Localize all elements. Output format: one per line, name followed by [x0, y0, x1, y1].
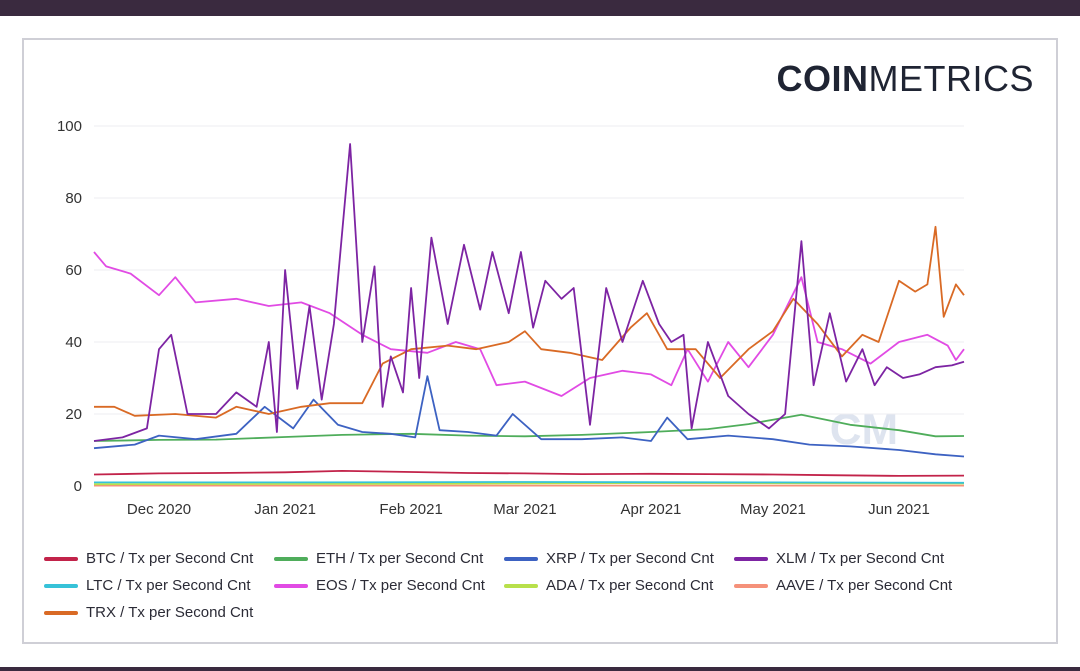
series-line-xlm	[93, 143, 965, 442]
x-tick-label: Feb 2021	[379, 501, 442, 518]
legend-swatch	[44, 556, 78, 561]
screenshot-canvas: COINMETRICS CM 0 20 40 60 80 100 Dec 2020 Jan 20…	[0, 16, 1080, 667]
chart-legend: BTC / Tx per Second Cnt ETH / Tx per Seco…	[44, 550, 1034, 621]
legend-label: ETH / Tx per Second Cnt	[316, 550, 484, 567]
y-tick-label: 40	[65, 334, 82, 351]
coinmetrics-logo: COINMETRICS	[777, 58, 1035, 100]
legend-item-eth[interactable]: ETH / Tx per Second Cnt	[274, 550, 504, 567]
legend-label: BTC / Tx per Second Cnt	[86, 550, 254, 567]
legend-label: ADA / Tx per Second Cnt	[546, 577, 714, 594]
y-tick-label: 100	[57, 118, 82, 135]
legend-label: TRX / Tx per Second Cnt	[86, 604, 254, 621]
legend-item-ada[interactable]: ADA / Tx per Second Cnt	[504, 577, 734, 594]
legend-swatch	[274, 583, 308, 588]
x-tick-label: Dec 2020	[127, 501, 191, 518]
legend-item-eos[interactable]: EOS / Tx per Second Cnt	[274, 577, 504, 594]
legend-swatch	[44, 610, 78, 615]
x-tick-label: Jun 2021	[868, 501, 930, 518]
legend-label: AAVE / Tx per Second Cnt	[776, 577, 953, 594]
series-line-btc	[93, 470, 965, 477]
x-tick-label: May 2021	[740, 501, 806, 518]
legend-swatch	[734, 556, 768, 561]
series-line-trx	[94, 225, 965, 419]
legend-swatch	[504, 583, 538, 588]
y-tick-label: 60	[65, 262, 82, 279]
y-tick-label: 0	[74, 478, 82, 495]
legend-swatch	[44, 583, 78, 588]
legend-label: EOS / Tx per Second Cnt	[316, 577, 485, 594]
top-window-bar	[0, 0, 1080, 16]
chart-card: COINMETRICS CM 0 20 40 60 80 100 Dec 2020 Jan 20…	[22, 38, 1058, 644]
legend-swatch	[734, 583, 768, 588]
x-tick-label: Mar 2021	[493, 501, 556, 518]
legend-item-xlm[interactable]: XLM / Tx per Second Cnt	[734, 550, 994, 567]
x-tick-label: Jan 2021	[254, 501, 316, 518]
y-tick-label: 80	[65, 190, 82, 207]
legend-item-trx[interactable]: TRX / Tx per Second Cnt	[44, 604, 274, 621]
legend-label: LTC / Tx per Second Cnt	[86, 577, 251, 594]
legend-item-btc[interactable]: BTC / Tx per Second Cnt	[44, 550, 274, 567]
logo-light-text: METRICS	[868, 58, 1034, 99]
series-line-eth	[93, 413, 965, 442]
legend-label: XLM / Tx per Second Cnt	[776, 550, 945, 567]
y-tick-label: 20	[65, 406, 82, 423]
legend-swatch	[504, 556, 538, 561]
x-tick-label: Apr 2021	[621, 501, 682, 518]
logo-bold-text: COIN	[776, 58, 869, 99]
series-line-ltc	[94, 481, 965, 484]
legend-swatch	[274, 556, 308, 561]
legend-item-ltc[interactable]: LTC / Tx per Second Cnt	[44, 577, 274, 594]
series-line-eos	[93, 251, 965, 397]
legend-item-aave[interactable]: AAVE / Tx per Second Cnt	[734, 577, 994, 594]
legend-label: XRP / Tx per Second Cnt	[546, 550, 714, 567]
legend-item-xrp[interactable]: XRP / Tx per Second Cnt	[504, 550, 734, 567]
